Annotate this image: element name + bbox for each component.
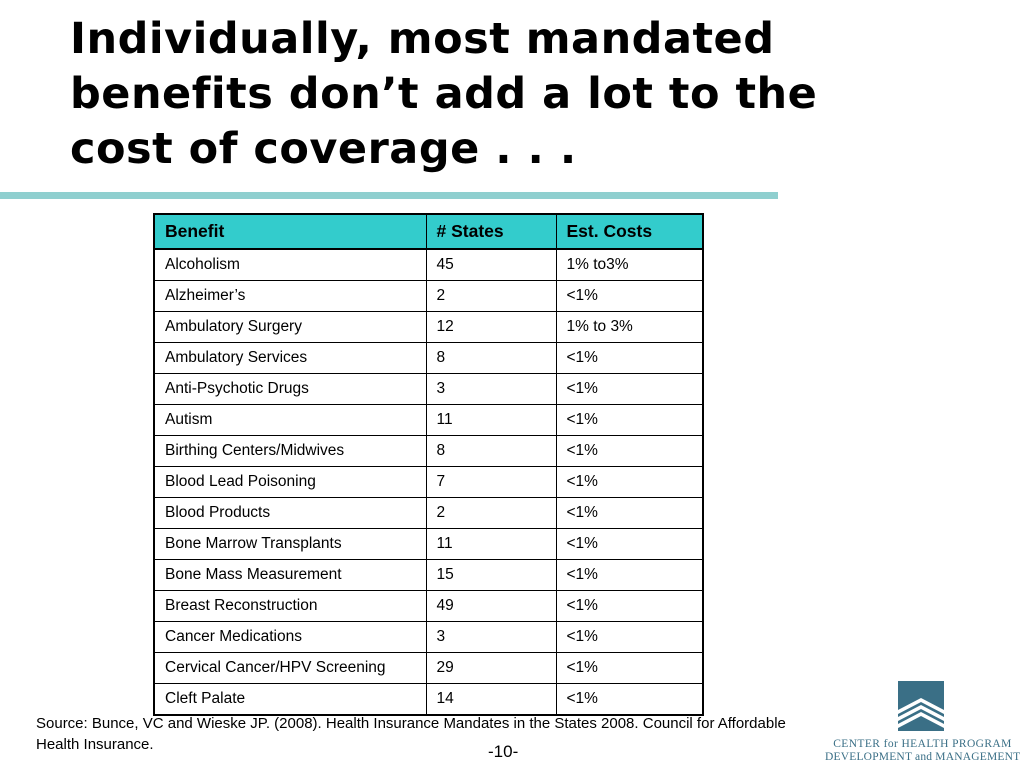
table-row: Blood Products 2 <1% xyxy=(153,497,704,529)
center-logo: CENTER for HEALTH PROGRAM DEVELOPMENT an… xyxy=(825,680,1020,766)
slide-title: Individually, most mandated benefits don… xyxy=(70,14,818,174)
table-row: Bone Marrow Transplants 11 <1% xyxy=(153,528,704,560)
benefit-cell: Bone Marrow Transplants xyxy=(153,528,427,560)
cost-cell: <1% xyxy=(555,683,704,716)
benefit-cell: Anti-Psychotic Drugs xyxy=(153,373,427,405)
states-cell: 11 xyxy=(425,528,557,560)
table-row: Cleft Palate 14 <1% xyxy=(153,683,704,716)
table-header-row: Benefit # States Est. Costs xyxy=(153,213,704,250)
benefit-cell: Autism xyxy=(153,404,427,436)
states-cell: 45 xyxy=(425,248,557,281)
table-row: Alcoholism 45 1% to3% xyxy=(153,248,704,281)
cost-cell: <1% xyxy=(555,621,704,653)
cost-cell: <1% xyxy=(555,559,704,591)
mandated-benefits-table: Benefit # States Est. Costs Alcoholism 4… xyxy=(153,213,704,716)
table-row: Alzheimer’s 2 <1% xyxy=(153,280,704,312)
benefit-cell: Blood Products xyxy=(153,497,427,529)
source-citation: Source: Bunce, VC and Wieske JP. (2008).… xyxy=(36,715,786,753)
cost-cell: 1% to3% xyxy=(555,248,704,281)
title-divider xyxy=(0,192,778,199)
table-row: Anti-Psychotic Drugs 3 <1% xyxy=(153,373,704,405)
benefit-cell: Breast Reconstruction xyxy=(153,590,427,622)
states-cell: 8 xyxy=(425,435,557,467)
logo-text-line2: DEVELOPMENT and MANAGEMENT xyxy=(825,751,1021,763)
states-cell: 15 xyxy=(425,559,557,591)
cost-cell: <1% xyxy=(555,528,704,560)
cost-cell: <1% xyxy=(555,342,704,374)
cost-cell: <1% xyxy=(555,652,704,684)
cost-cell: <1% xyxy=(555,497,704,529)
table-row: Cervical Cancer/HPV Screening 29 <1% xyxy=(153,652,704,684)
benefit-cell: Cleft Palate xyxy=(153,683,427,716)
states-cell: 2 xyxy=(425,497,557,529)
benefit-cell: Cancer Medications xyxy=(153,621,427,653)
states-cell: 7 xyxy=(425,466,557,498)
table-row: Ambulatory Surgery 12 1% to 3% xyxy=(153,311,704,343)
column-header-states: # States xyxy=(425,213,557,250)
states-cell: 8 xyxy=(425,342,557,374)
states-cell: 3 xyxy=(425,621,557,653)
table-row: Cancer Medications 3 <1% xyxy=(153,621,704,653)
table-row: Ambulatory Services 8 <1% xyxy=(153,342,704,374)
logo-text-line1: CENTER for HEALTH PROGRAM xyxy=(833,738,1012,750)
states-cell: 12 xyxy=(425,311,557,343)
page-number: -10- xyxy=(488,742,519,761)
cost-cell: <1% xyxy=(555,404,704,436)
benefit-cell: Bone Mass Measurement xyxy=(153,559,427,591)
benefit-cell: Cervical Cancer/HPV Screening xyxy=(153,652,427,684)
states-cell: 49 xyxy=(425,590,557,622)
cost-cell: <1% xyxy=(555,435,704,467)
cost-cell: <1% xyxy=(555,373,704,405)
cost-cell: 1% to 3% xyxy=(555,311,704,343)
building-icon xyxy=(898,681,944,731)
states-cell: 14 xyxy=(425,683,557,716)
states-cell: 11 xyxy=(425,404,557,436)
benefit-cell: Birthing Centers/Midwives xyxy=(153,435,427,467)
cost-cell: <1% xyxy=(555,590,704,622)
states-cell: 29 xyxy=(425,652,557,684)
states-cell: 3 xyxy=(425,373,557,405)
table-row: Birthing Centers/Midwives 8 <1% xyxy=(153,435,704,467)
benefit-cell: Alcoholism xyxy=(153,248,427,281)
table-row: Autism 11 <1% xyxy=(153,404,704,436)
column-header-est-costs: Est. Costs xyxy=(555,213,704,250)
states-cell: 2 xyxy=(425,280,557,312)
table-row: Blood Lead Poisoning 7 <1% xyxy=(153,466,704,498)
benefit-cell: Blood Lead Poisoning xyxy=(153,466,427,498)
table-row: Breast Reconstruction 49 <1% xyxy=(153,590,704,622)
column-header-benefit: Benefit xyxy=(153,213,427,250)
benefit-cell: Alzheimer’s xyxy=(153,280,427,312)
benefit-cell: Ambulatory Services xyxy=(153,342,427,374)
benefit-cell: Ambulatory Surgery xyxy=(153,311,427,343)
table-row: Bone Mass Measurement 15 <1% xyxy=(153,559,704,591)
cost-cell: <1% xyxy=(555,466,704,498)
cost-cell: <1% xyxy=(555,280,704,312)
